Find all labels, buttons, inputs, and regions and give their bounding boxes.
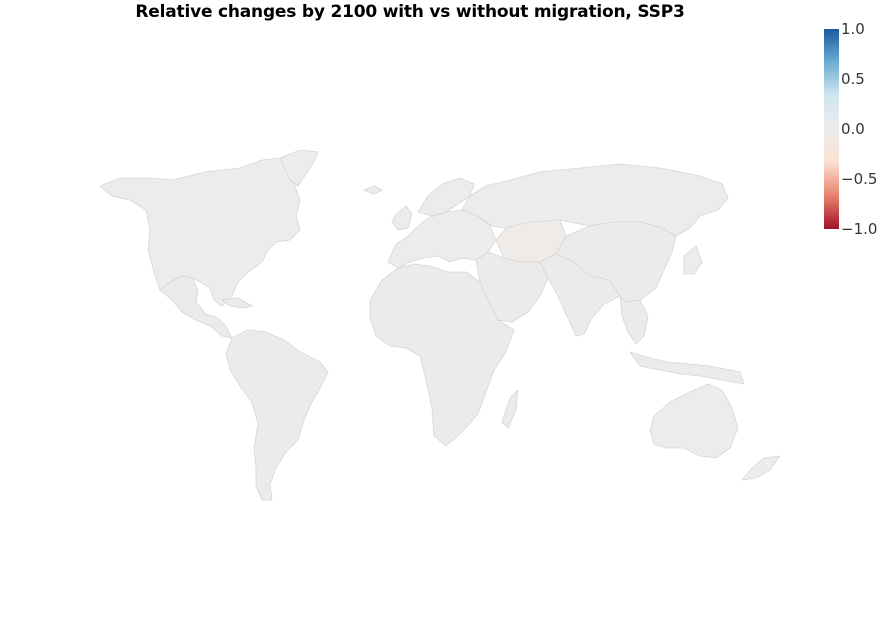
land-layer: [99, 149, 781, 501]
colorbar-tick-label: −1.0: [841, 220, 877, 238]
region-north-america[interactable]: [99, 157, 301, 307]
region-south-america[interactable]: [225, 329, 329, 501]
region-china-east-asia[interactable]: [555, 221, 677, 303]
region-africa[interactable]: [369, 263, 515, 447]
region-indonesia[interactable]: [629, 351, 745, 385]
colorbar-tick-label: 0.0: [841, 120, 865, 138]
region-iceland[interactable]: [363, 185, 383, 195]
colorbar-tick-label: −0.5: [841, 170, 877, 188]
region-japan[interactable]: [683, 245, 703, 275]
region-new-zealand[interactable]: [741, 455, 781, 481]
colorbar: 1.0 0.5 0.0 −0.5 −1.0: [824, 20, 877, 238]
colorbar-tick-label: 1.0: [841, 20, 865, 38]
colorbar-gradient: [824, 29, 839, 229]
region-scandinavia[interactable]: [417, 177, 475, 217]
region-caribbean[interactable]: [221, 297, 253, 309]
region-australia[interactable]: [649, 383, 739, 459]
colorbar-ticks: 1.0 0.5 0.0 −0.5 −1.0: [841, 20, 877, 238]
region-greenland[interactable]: [279, 149, 319, 187]
region-madagascar[interactable]: [501, 389, 519, 429]
region-southeast-asia[interactable]: [619, 295, 649, 345]
region-mexico-central-america[interactable]: [159, 275, 233, 339]
map-title: Relative changes by 2100 with vs without…: [135, 2, 685, 22]
colorbar-tick-label: 0.5: [841, 70, 865, 88]
region-uk-ireland[interactable]: [391, 205, 413, 231]
